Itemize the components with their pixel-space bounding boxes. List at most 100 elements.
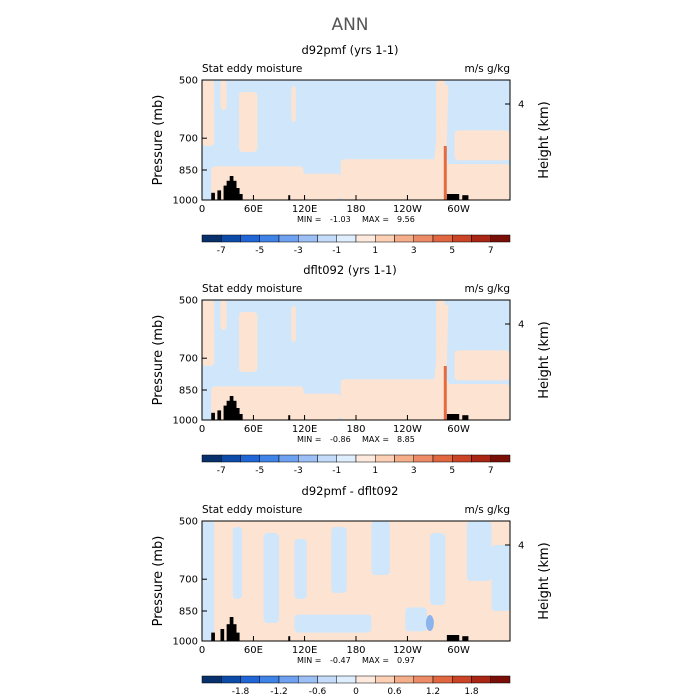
colorbar-label: -7 — [217, 246, 226, 256]
colorbar-swatch — [394, 454, 414, 463]
terrain-block — [235, 188, 240, 200]
chart-panel-2: dflt092 (yrs 1-1)Stat eddy moisture m/s g… — [151, 263, 552, 476]
colorbar-swatch — [452, 454, 472, 463]
colorbar-swatch — [452, 234, 472, 243]
colorbar-label: -1 — [332, 246, 341, 256]
colorbar-swatch — [432, 234, 453, 243]
terrain-block — [226, 400, 231, 420]
x-tick-label: 0 — [199, 645, 205, 656]
terrain-block — [229, 176, 234, 200]
colorbar-label: 3 — [411, 466, 417, 476]
terrain-block — [288, 636, 291, 641]
y-tick-label: 500 — [179, 76, 198, 87]
colorbar-swatch — [278, 454, 299, 463]
colorbar-swatch — [432, 675, 453, 684]
colorbar-swatch — [413, 234, 434, 243]
colorbar-label: -5 — [255, 466, 264, 476]
colorbar-label: 1.8 — [464, 687, 479, 697]
field-patch — [436, 164, 510, 200]
y-right-tick-label: 4 — [518, 100, 524, 111]
field-shading — [202, 80, 510, 200]
field-patch — [294, 173, 341, 200]
field-patch — [371, 521, 390, 575]
max-value: 9.56 — [397, 215, 415, 224]
terrain-block — [288, 415, 291, 420]
panel-right-label: m/s g/kg — [464, 283, 510, 295]
colorbar-swatch — [240, 675, 260, 684]
colorbar-swatch — [317, 234, 337, 243]
terrain-block — [446, 194, 460, 200]
colorbar-swatch — [298, 675, 318, 684]
colorbar-swatch — [298, 454, 318, 463]
colorbar-swatch — [471, 454, 491, 463]
field-patch — [238, 92, 258, 152]
field-patch — [405, 607, 427, 632]
terrain-block — [226, 180, 231, 200]
colorbar-swatch — [336, 234, 357, 243]
colorbar-swatch — [471, 675, 491, 684]
panel-left-label: Stat eddy moisture — [202, 63, 302, 75]
colorbar-label: -7 — [217, 466, 226, 476]
x-tick-label: 180 — [346, 424, 365, 435]
terrain-block — [229, 396, 234, 420]
y-axis-right-label: Height (km) — [537, 542, 552, 619]
colorbar-swatch — [355, 675, 376, 684]
colorbar-label: 1.2 — [426, 687, 440, 697]
colorbar-swatch — [375, 234, 395, 243]
field-patch — [340, 159, 449, 200]
panel-title: dflt092 (yrs 1-1) — [303, 263, 397, 277]
panel-title: d92pmf (yrs 1-1) — [301, 43, 398, 57]
y-tick-label: 1000 — [173, 196, 198, 207]
field-patch — [202, 80, 215, 146]
y-axis-label: Pressure (mb) — [151, 536, 166, 627]
max-value: 8.85 — [397, 435, 415, 444]
min-value: -0.86 — [330, 435, 351, 444]
colorbar-swatch — [490, 234, 511, 243]
colorbar-swatch — [221, 234, 241, 243]
colorbar-swatch — [394, 234, 414, 243]
colorbar-label: 3 — [411, 246, 417, 256]
field-patch — [220, 80, 227, 110]
colorbar-swatch — [413, 454, 434, 463]
colorbar-swatch — [336, 675, 357, 684]
panel-left-label: Stat eddy moisture — [202, 283, 302, 295]
colorbar-label: 0.6 — [387, 687, 402, 697]
colorbar-swatch — [240, 234, 260, 243]
field-patch — [294, 393, 341, 420]
y-tick-label: 1000 — [173, 637, 198, 648]
x-tick-label: 120W — [393, 645, 422, 656]
field-patch — [263, 533, 279, 623]
panel-right-label: m/s g/kg — [464, 504, 510, 516]
field-min-core — [425, 615, 434, 631]
terrain-block — [446, 414, 460, 420]
y-tick-label: 500 — [179, 296, 198, 307]
min-value: -1.03 — [330, 215, 351, 224]
colorbar-swatch — [375, 675, 395, 684]
y-tick-label: 700 — [179, 354, 198, 365]
y-right-tick-label: 4 — [518, 320, 524, 331]
panel-title: d92pmf - dflt092 — [302, 484, 399, 498]
x-tick-label: 180 — [346, 204, 365, 215]
y-tick-label: 1000 — [173, 416, 198, 427]
field-max-core — [443, 146, 447, 200]
colorbar-swatch — [452, 675, 472, 684]
field-patch — [294, 614, 372, 633]
field-patch — [466, 521, 492, 581]
colorbar-label: 0 — [353, 687, 359, 697]
terrain-block — [462, 195, 469, 200]
y-axis-label: Pressure (mb) — [151, 95, 166, 186]
x-tick-label: 60E — [244, 645, 263, 656]
colorbar-swatch — [201, 454, 222, 463]
x-tick-label: 120E — [292, 645, 317, 656]
x-tick-label: 120W — [393, 204, 422, 215]
terrain-block — [226, 624, 231, 641]
x-tick-label: 60E — [244, 424, 263, 435]
x-tick-label: 120W — [393, 424, 422, 435]
field-patch — [454, 350, 510, 381]
colorbar-label: 1 — [372, 466, 378, 476]
colorbar-swatch — [375, 454, 395, 463]
chart-panel-1: d92pmf (yrs 1-1) Stat eddy moisture m/s g/… — [151, 43, 552, 256]
field-patch — [331, 527, 347, 593]
